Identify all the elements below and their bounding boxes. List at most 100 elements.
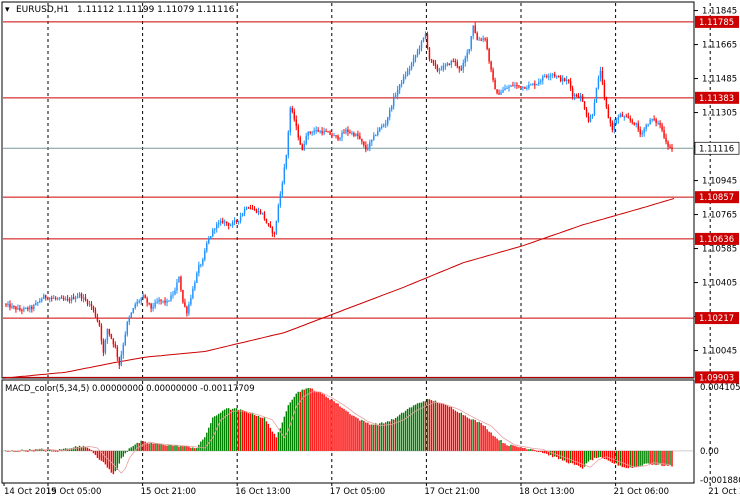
candle-bull[interactable]	[657, 122, 659, 124]
candle-bull[interactable]	[49, 297, 51, 300]
price-level-tag[interactable]	[695, 232, 739, 245]
candle-bear[interactable]	[94, 310, 97, 317]
candle-bull[interactable]	[643, 128, 645, 133]
candle-bear[interactable]	[611, 122, 614, 130]
candle-bear[interactable]	[273, 233, 276, 235]
candle-bear[interactable]	[460, 68, 462, 70]
candle-bull[interactable]	[375, 134, 377, 136]
candle-bear[interactable]	[297, 126, 299, 138]
candle-bull[interactable]	[408, 68, 411, 71]
candle-bull[interactable]	[239, 216, 242, 221]
candle-bear[interactable]	[428, 47, 431, 60]
candle-bear[interactable]	[653, 118, 655, 120]
candle-bull[interactable]	[526, 87, 528, 89]
candle-bear[interactable]	[15, 306, 17, 310]
candle-bear[interactable]	[84, 297, 87, 301]
candle-bull[interactable]	[400, 82, 403, 85]
candle-bull[interactable]	[500, 92, 502, 95]
candle-bear[interactable]	[671, 147, 673, 150]
candle-bull[interactable]	[78, 293, 81, 297]
price-level-tag[interactable]	[695, 191, 739, 204]
candle-bull[interactable]	[275, 220, 278, 234]
candle-bear[interactable]	[605, 97, 608, 107]
candle-bull[interactable]	[126, 322, 128, 335]
candle-bull[interactable]	[522, 86, 524, 88]
candle-bear[interactable]	[347, 129, 349, 133]
candle-bull[interactable]	[35, 303, 37, 306]
candle-bull[interactable]	[208, 238, 210, 244]
candle-bear[interactable]	[267, 223, 270, 225]
candle-bear[interactable]	[665, 137, 667, 142]
candle-bear[interactable]	[47, 297, 49, 300]
candle-bull[interactable]	[379, 127, 381, 132]
candle-bull[interactable]	[58, 297, 61, 299]
candle-bull[interactable]	[140, 298, 142, 302]
candle-bear[interactable]	[293, 111, 295, 120]
dropdown-arrow-icon[interactable]: ▾	[5, 5, 10, 15]
candle-bull[interactable]	[281, 183, 284, 194]
candle-bear[interactable]	[327, 131, 329, 133]
candle-bear[interactable]	[633, 122, 635, 125]
candle-bear[interactable]	[563, 78, 566, 82]
candle-bear[interactable]	[86, 300, 89, 305]
candle-bull[interactable]	[424, 33, 427, 38]
candle-bear[interactable]	[221, 220, 224, 223]
candle-bull[interactable]	[43, 295, 45, 300]
candle-bear[interactable]	[637, 123, 639, 130]
candle-bear[interactable]	[72, 297, 75, 300]
candle-bear[interactable]	[96, 316, 99, 321]
candle-bull[interactable]	[530, 84, 532, 86]
candle-bull[interactable]	[156, 301, 158, 303]
candle-bull[interactable]	[25, 307, 27, 309]
candle-bull[interactable]	[593, 102, 596, 115]
candle-bear[interactable]	[557, 76, 560, 78]
candle-bear[interactable]	[225, 221, 228, 224]
candle-bear[interactable]	[659, 122, 661, 126]
candle-bull[interactable]	[450, 61, 453, 65]
candle-bull[interactable]	[245, 207, 248, 210]
candle-bear[interactable]	[490, 61, 492, 70]
candle-bull[interactable]	[120, 354, 123, 366]
candle-bull[interactable]	[561, 78, 564, 82]
candle-bear[interactable]	[51, 297, 53, 299]
candle-bear[interactable]	[480, 39, 482, 41]
candle-bull[interactable]	[597, 78, 600, 88]
candle-bear[interactable]	[476, 33, 478, 40]
candle-bear[interactable]	[520, 86, 522, 88]
candle-bear[interactable]	[102, 340, 105, 353]
candle-bull[interactable]	[502, 90, 504, 93]
candle-bull[interactable]	[287, 132, 290, 156]
candle-bull[interactable]	[591, 114, 594, 117]
candle-bear[interactable]	[486, 39, 488, 49]
candle-bull[interactable]	[106, 328, 109, 341]
candle-bear[interactable]	[361, 139, 363, 142]
candle-bull[interactable]	[257, 211, 260, 213]
candle-bear[interactable]	[160, 299, 162, 301]
candle-bear[interactable]	[321, 131, 323, 134]
candle-bull[interactable]	[464, 57, 466, 63]
candle-bull[interactable]	[7, 304, 9, 306]
candle-bull[interactable]	[619, 114, 622, 117]
candle-bull[interactable]	[406, 70, 409, 76]
candle-bull[interactable]	[198, 264, 200, 274]
candle-bull[interactable]	[313, 130, 315, 133]
candle-bear[interactable]	[436, 65, 439, 71]
candle-bear[interactable]	[432, 60, 435, 64]
candle-bear[interactable]	[458, 66, 460, 69]
candle-bull[interactable]	[17, 307, 19, 310]
candle-bear[interactable]	[655, 119, 657, 123]
candle-bull[interactable]	[170, 295, 172, 301]
candle-bull[interactable]	[152, 306, 154, 309]
candle-bull[interactable]	[369, 142, 371, 148]
candle-bull[interactable]	[615, 119, 618, 124]
candle-bear[interactable]	[363, 141, 365, 146]
candle-bull[interactable]	[206, 243, 208, 251]
candle-bull[interactable]	[462, 62, 464, 70]
candle-bull[interactable]	[204, 250, 206, 260]
candle-bull[interactable]	[371, 139, 373, 143]
candle-bull[interactable]	[168, 300, 170, 302]
candle-bull[interactable]	[202, 259, 204, 265]
candle-bull[interactable]	[392, 96, 395, 107]
candle-bull[interactable]	[188, 304, 190, 314]
